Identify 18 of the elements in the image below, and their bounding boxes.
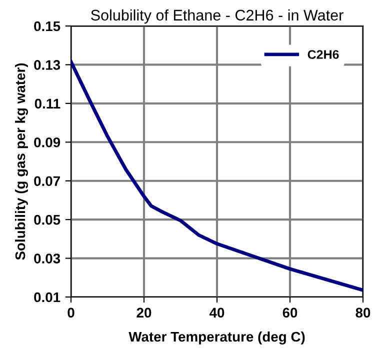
y-axis-title: Solubility (g gas per kg water) xyxy=(14,63,28,260)
line-series xyxy=(71,60,363,292)
y-tick-label: 0.11 xyxy=(34,98,60,109)
chart-title: Solubility of Ethane - C2H6 - in Water xyxy=(91,9,344,24)
y-tick-label: 0.01 xyxy=(34,292,60,302)
y-tick-label: 0.09 xyxy=(34,137,60,148)
y-tick-label: 0.03 xyxy=(34,254,60,264)
legend-label: C2H6 xyxy=(308,50,339,59)
x-axis-title: Water Temperature (deg C) xyxy=(128,331,305,344)
x-tick-label: 0 xyxy=(68,308,74,318)
x-tick-label: 40 xyxy=(209,308,224,318)
y-tick-label: 0.05 xyxy=(34,214,60,225)
x-tick-label: 20 xyxy=(136,308,152,318)
x-tick-label: 60 xyxy=(282,308,298,318)
y-tick-label: 0.15 xyxy=(34,21,60,32)
y-tick-label: 0.13 xyxy=(34,60,60,70)
x-tick-label: 80 xyxy=(356,308,370,318)
y-tick-label: 0.07 xyxy=(34,176,60,186)
